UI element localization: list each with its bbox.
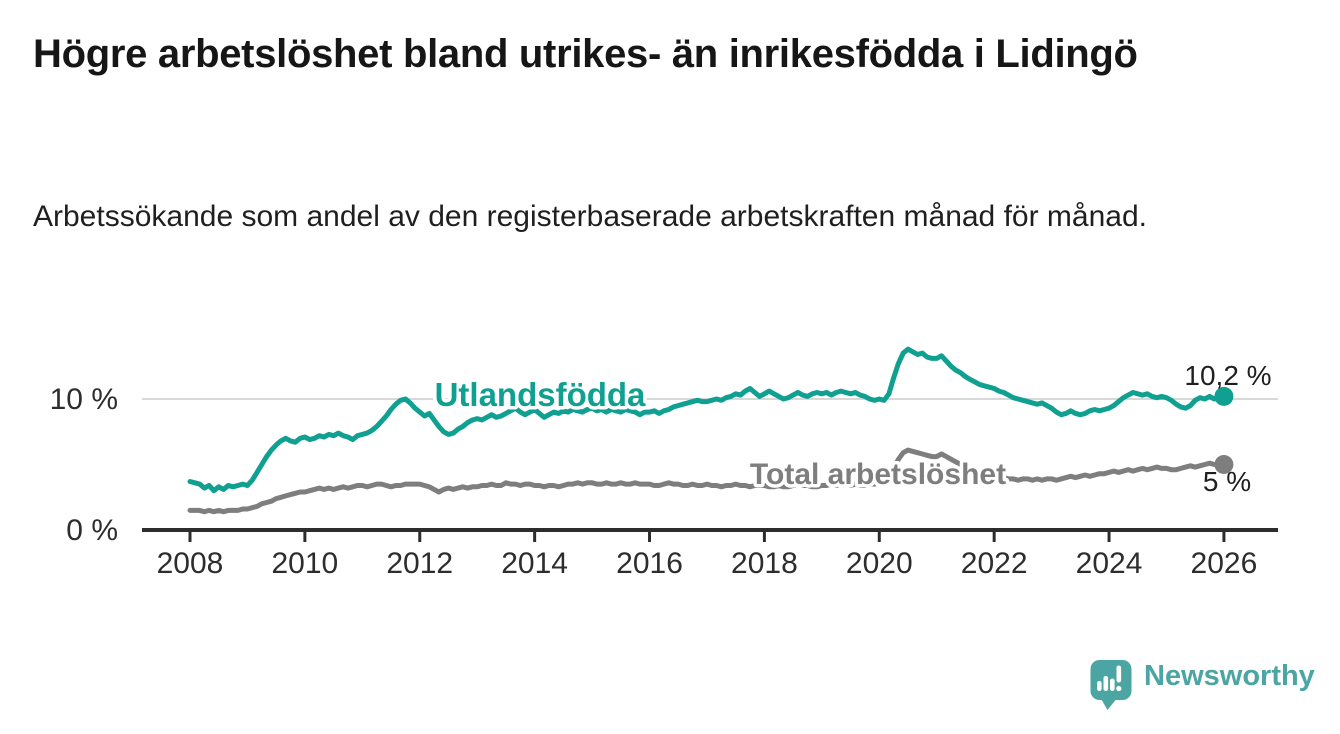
series-line-utlandsfodda [187,346,1227,494]
logo-bar-small [1097,681,1102,691]
unemployment-line-chart: 0 % 10 % 2008 2010 2012 2014 2016 2018 2020 2022 2… [50,346,1278,580]
end-value-label-utlandsfodda: 10,2 % [1184,360,1271,391]
logo-bar-medium [1110,678,1115,691]
y-tick-label-10: 10 % [50,383,118,416]
x-tick-label-2016: 2016 [616,547,683,580]
x-tick-label-2012: 2012 [386,547,453,580]
series-label-total: Total arbetslöshet [750,458,1006,491]
newsworthy-logo-icon [1090,660,1132,710]
logo-bubble-tail [1100,697,1118,710]
y-tick-label-0: 0 % [66,514,118,547]
x-tick-label-2022: 2022 [961,547,1028,580]
logo-bar-tall [1103,676,1109,691]
end-value-label-total: 5 % [1203,466,1251,497]
logo-exclamation-dot [1116,685,1122,692]
series-line-total [187,447,1227,515]
series-end-dot-utlandsfodda [1214,386,1234,406]
x-tick-label-2026: 2026 [1191,547,1258,580]
x-tick-label-2018: 2018 [731,547,798,580]
x-tick-label-2014: 2014 [501,547,568,580]
x-tick-label-2008: 2008 [157,547,224,580]
logo-exclamation-bar [1116,665,1122,683]
newsworthy-wordmark: Newsworthy [1144,660,1315,692]
x-tick-label-2024: 2024 [1076,547,1143,580]
series-label-utlandsfodda: Utlandsfödda [435,376,646,413]
chart-subtitle: Arbetssökande som andel av den registerb… [33,200,1147,233]
x-tick-label-2020: 2020 [846,547,913,580]
chart-title: Högre arbetslöshet bland utrikes- än inr… [33,32,1138,76]
newsworthy-brand: Newsworthy [1090,657,1315,711]
x-tick-label-2010: 2010 [272,547,339,580]
series-end-dot-total [1214,455,1234,474]
